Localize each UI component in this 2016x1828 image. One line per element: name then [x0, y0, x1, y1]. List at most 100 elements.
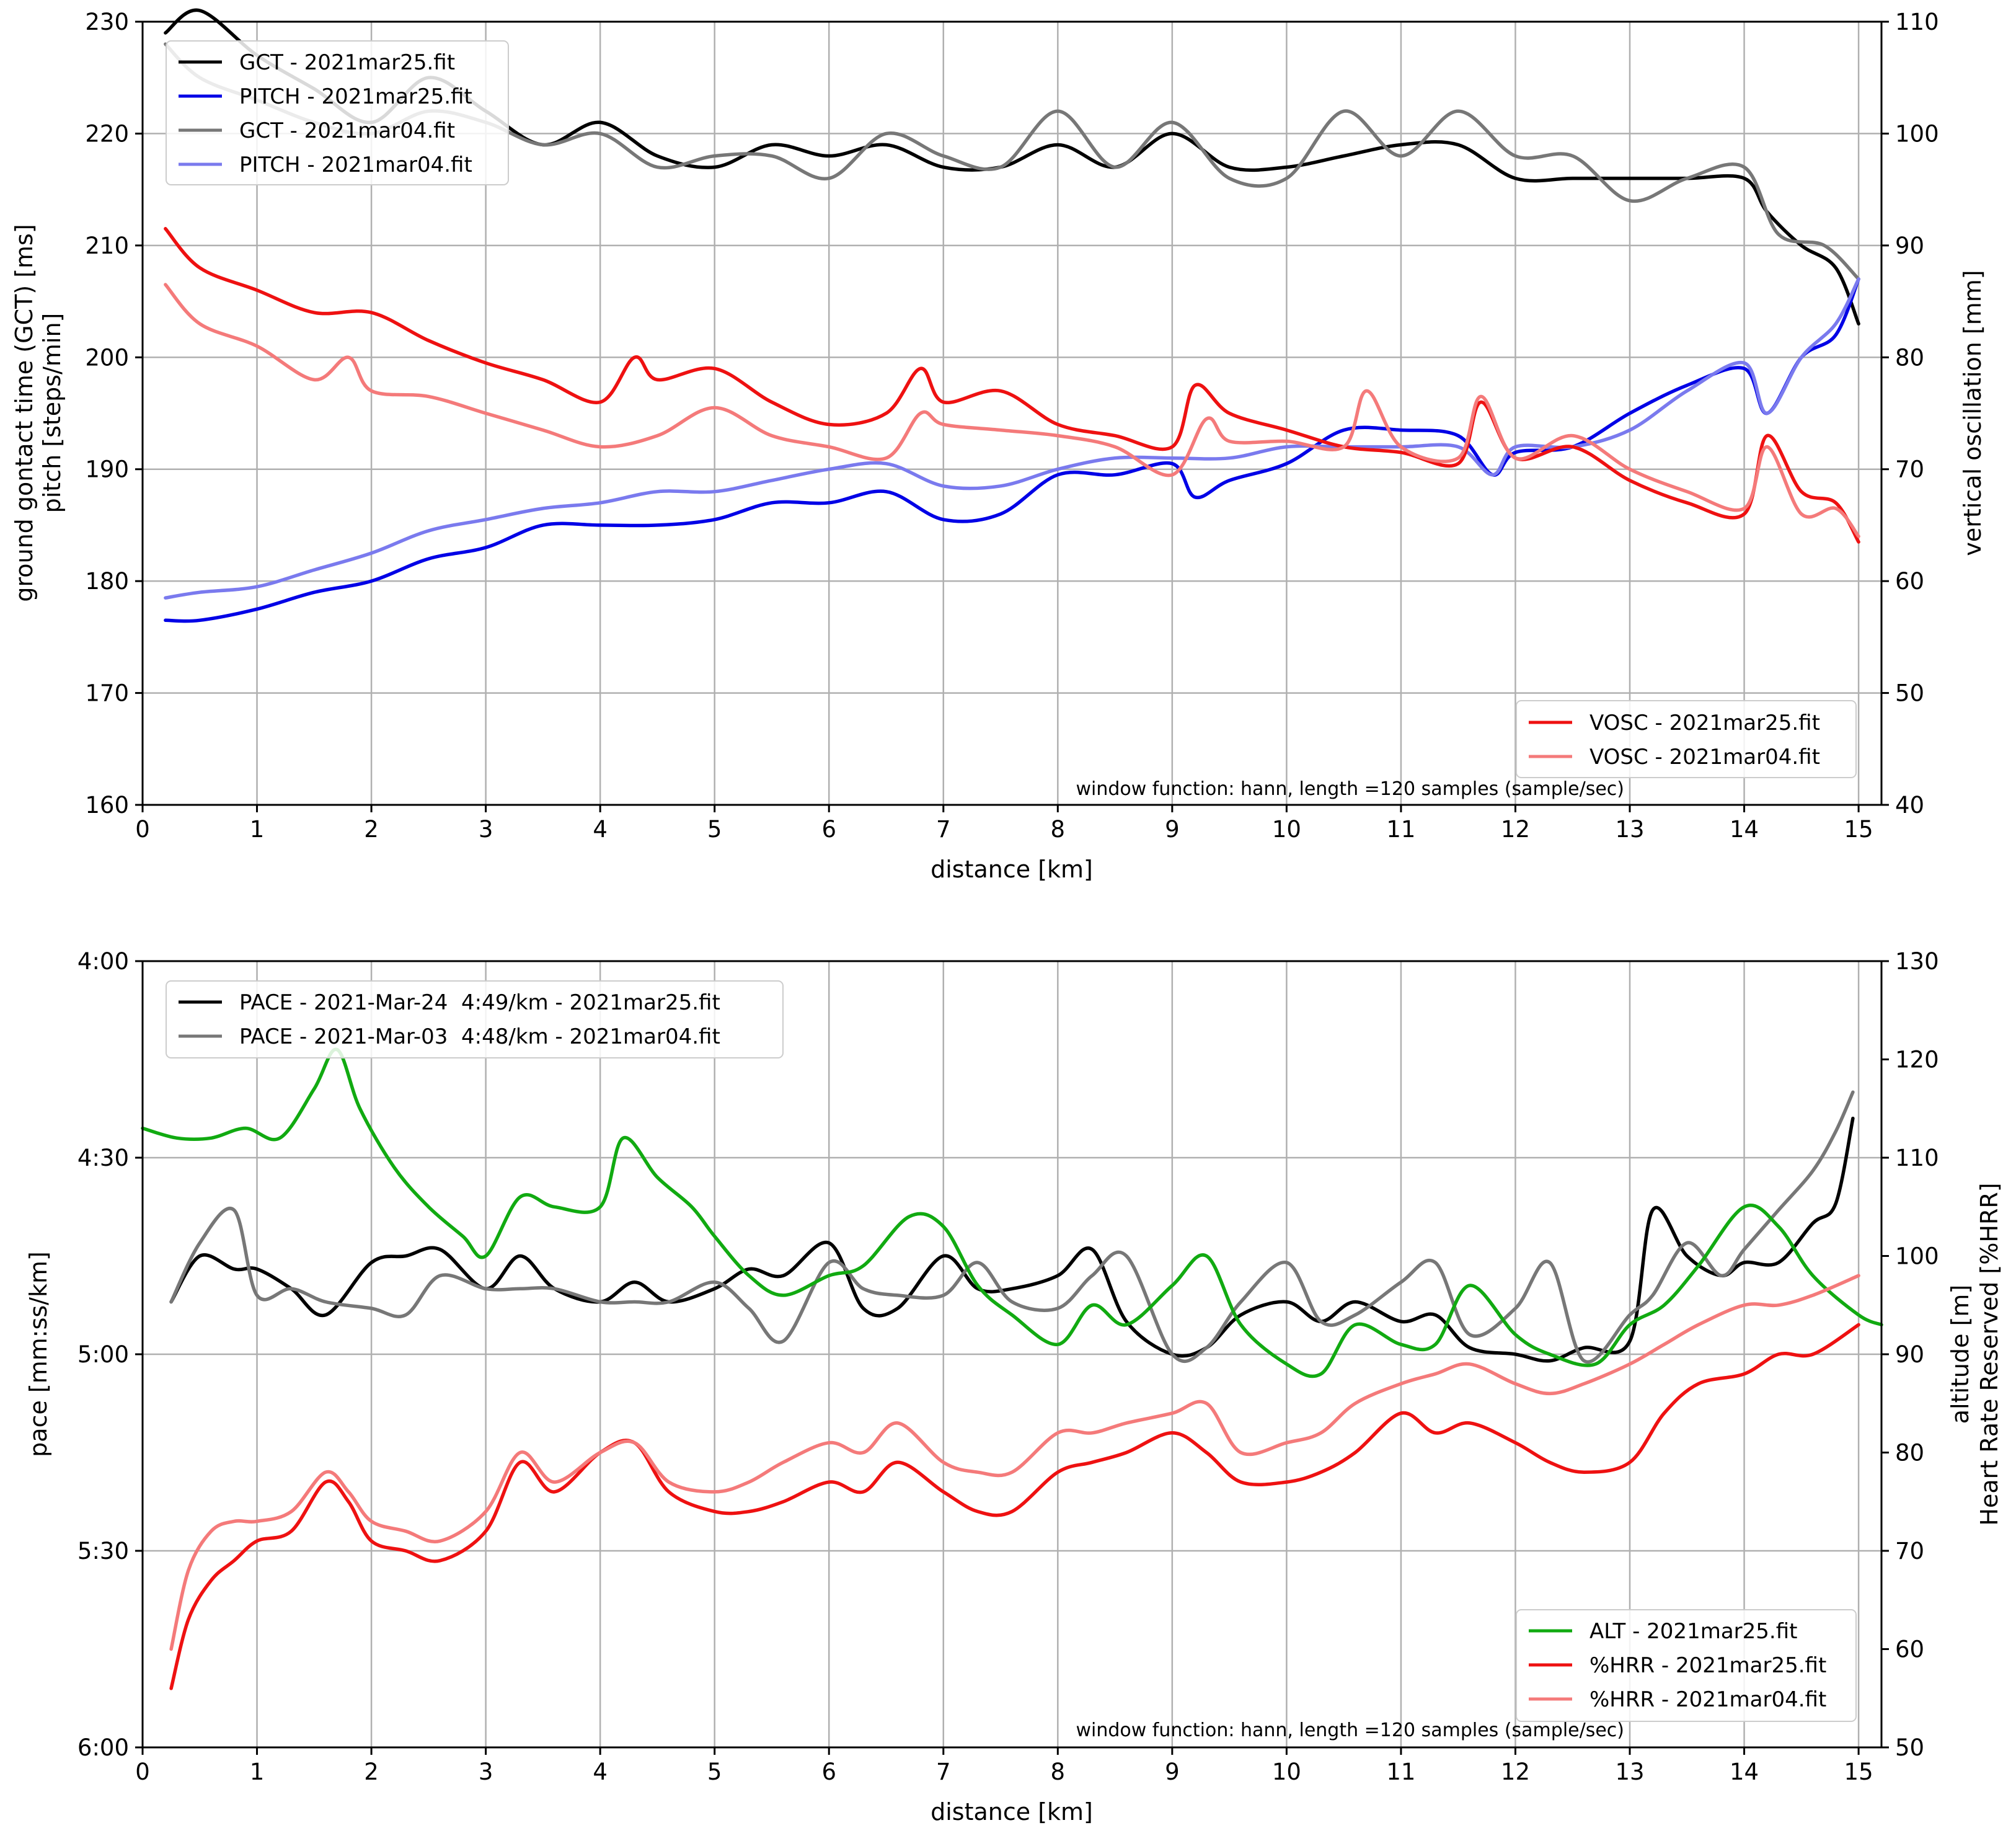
- x-tick-label: 8: [1051, 816, 1066, 843]
- x-tick-label: 6: [821, 1759, 836, 1785]
- bottom-chart-legend-left: PACE - 2021-Mar-24 4:49/km - 2021mar25.f…: [166, 980, 784, 1058]
- y-tick-label-right: 70: [1895, 1538, 1924, 1564]
- x-tick-label: 15: [1844, 1759, 1873, 1785]
- bottom-chart-ticks: 0 1 2 3 4 5 6 7 8 9 10 11 12 13 14 154:004:305:005:306:…: [77, 948, 1939, 1785]
- y-tick-label-left: 170: [85, 680, 129, 707]
- y-tick-label-left: 220: [85, 120, 129, 147]
- y-tick-label-left: 5:00: [77, 1341, 129, 1368]
- legend-entry: %HRR - 2021mar04.fit: [1589, 1687, 1826, 1712]
- top-chart: 0 1 2 3 4 5 6 7 8 9 10 11 12 13 14 15160170180190200210…: [11, 8, 1986, 883]
- top-chart-legend-right: VOSC - 2021mar25.fit VOSC - 2021mar04.fi…: [1516, 700, 1857, 778]
- legend-entry: VOSC - 2021mar04.fit: [1589, 745, 1820, 770]
- x-tick-label: 2: [364, 816, 379, 843]
- bottom-chart-series: [141, 1047, 1883, 1690]
- legend-entry: VOSC - 2021mar25.fit: [1589, 711, 1820, 735]
- x-tick-label: 5: [707, 1759, 722, 1785]
- top-chart-legend-left: GCT - 2021mar25.fit PITCH - 2021mar25.fi…: [166, 40, 509, 185]
- bottom-chart-legend-right: ALT - 2021mar25.fit %HRR - 2021mar25.fit…: [1516, 1609, 1857, 1722]
- x-tick-label: 7: [936, 1759, 951, 1785]
- top-chart-frame: [141, 20, 1883, 806]
- y-tick-label-left: 180: [85, 568, 129, 595]
- series-line-4: [164, 227, 1860, 544]
- x-tick-label: 8: [1051, 1759, 1066, 1785]
- top-chart-legend-right-box: [1516, 700, 1857, 778]
- x-tick-label: 0: [135, 1759, 150, 1785]
- legend-entry: GCT - 2021mar04.fit: [239, 118, 455, 143]
- bottom-chart-ylabel-right-1: altitude [m]: [1947, 1285, 1974, 1424]
- x-tick-label: 12: [1501, 816, 1530, 843]
- top-chart-ylabel-left-1: ground gontact time (GCT) [ms]: [11, 224, 38, 601]
- y-tick-label-right: 90: [1895, 1341, 1924, 1368]
- x-tick-label: 14: [1730, 816, 1759, 843]
- bottom-chart: 0 1 2 3 4 5 6 7 8 9 10 11 12 13 14 154:004:305:005:306:…: [25, 948, 2003, 1826]
- y-tick-label-right: 50: [1895, 680, 1924, 707]
- x-tick-label: 2: [364, 1759, 379, 1785]
- x-tick-label: 14: [1730, 1759, 1759, 1785]
- y-tick-label-left: 230: [85, 9, 129, 35]
- y-tick-label-left: 210: [85, 233, 129, 259]
- x-tick-label: 11: [1386, 1759, 1415, 1785]
- x-tick-label: 12: [1501, 1759, 1530, 1785]
- top-chart-ylabel-right: vertical oscillation [mm]: [1959, 270, 1986, 556]
- y-tick-label-left: 4:30: [77, 1145, 129, 1171]
- x-tick-label: 4: [593, 816, 608, 843]
- y-tick-label-right: 60: [1895, 1636, 1924, 1663]
- x-tick-label: 6: [821, 816, 836, 843]
- series-line-5: [164, 283, 1860, 538]
- x-tick-label: 0: [135, 816, 150, 843]
- bottom-chart-annotation: window function: hann, length =120 sampl…: [1076, 1719, 1624, 1741]
- series-line-3: [164, 277, 1860, 600]
- top-chart-ticks: 0 1 2 3 4 5 6 7 8 9 10 11 12 13 14 15160170180190200210…: [85, 9, 1939, 843]
- x-tick-label: 9: [1165, 1759, 1180, 1785]
- x-tick-label: 3: [479, 816, 493, 843]
- y-tick-label-left: 6:00: [77, 1734, 129, 1761]
- y-tick-label-left: 4:00: [77, 948, 129, 975]
- x-tick-label: 13: [1615, 1759, 1644, 1785]
- top-chart-annotation: window function: hann, length =120 sampl…: [1076, 778, 1624, 800]
- x-tick-label: 9: [1165, 816, 1180, 843]
- legend-entry: PITCH - 2021mar04.fit: [239, 153, 472, 177]
- series-line-1: [169, 1090, 1855, 1364]
- legend-entry: %HRR - 2021mar25.fit: [1589, 1653, 1826, 1678]
- y-tick-label-right: 120: [1895, 1047, 1939, 1073]
- x-tick-label: 10: [1272, 1759, 1301, 1785]
- top-chart-ylabel-left-2: pitch [steps/min]: [38, 313, 66, 513]
- series-line-2: [141, 1047, 1883, 1378]
- x-tick-label: 4: [593, 1759, 608, 1785]
- y-tick-label-right: 110: [1895, 1145, 1939, 1171]
- y-tick-label-right: 110: [1895, 9, 1939, 35]
- y-tick-label-right: 100: [1895, 120, 1939, 147]
- top-chart-legend-left-box: [166, 40, 509, 185]
- y-tick-label-right: 80: [1895, 344, 1924, 371]
- x-tick-label: 1: [250, 1759, 265, 1785]
- x-tick-label: 11: [1386, 816, 1415, 843]
- x-tick-label: 13: [1615, 816, 1644, 843]
- bottom-chart-xlabel: distance [km]: [931, 1798, 1093, 1826]
- bottom-chart-legend-left-box: [166, 980, 784, 1058]
- y-tick-label-right: 40: [1895, 792, 1924, 819]
- series-line-4: [169, 1274, 1860, 1651]
- y-tick-label-right: 70: [1895, 456, 1924, 483]
- bottom-chart-ylabel-right-2: Heart Rate Reserved [%HRR]: [1976, 1182, 2003, 1525]
- y-tick-label-right: 50: [1895, 1734, 1924, 1761]
- x-tick-label: 5: [707, 816, 722, 843]
- series-line-1: [164, 277, 1860, 623]
- y-tick-label-left: 200: [85, 344, 129, 371]
- y-tick-label-right: 60: [1895, 568, 1924, 595]
- legend-entry: ALT - 2021mar25.fit: [1589, 1619, 1797, 1644]
- y-tick-label-left: 190: [85, 456, 129, 483]
- series-line-0: [169, 1116, 1855, 1363]
- y-tick-label-left: 160: [85, 792, 129, 819]
- y-tick-label-right: 100: [1895, 1243, 1939, 1270]
- x-tick-label: 15: [1844, 816, 1873, 843]
- x-tick-label: 7: [936, 816, 951, 843]
- legend-entry: PITCH - 2021mar25.fit: [239, 84, 472, 109]
- y-tick-label-right: 90: [1895, 233, 1924, 259]
- x-tick-label: 1: [250, 816, 265, 843]
- legend-entry: GCT - 2021mar25.fit: [239, 50, 455, 75]
- legend-entry: PACE - 2021-Mar-03 4:48/km - 2021mar04.f…: [239, 1024, 720, 1049]
- bottom-chart-legend-right-box: [1516, 1609, 1857, 1722]
- y-tick-label-right: 80: [1895, 1440, 1924, 1466]
- top-chart-xlabel: distance [km]: [931, 856, 1093, 883]
